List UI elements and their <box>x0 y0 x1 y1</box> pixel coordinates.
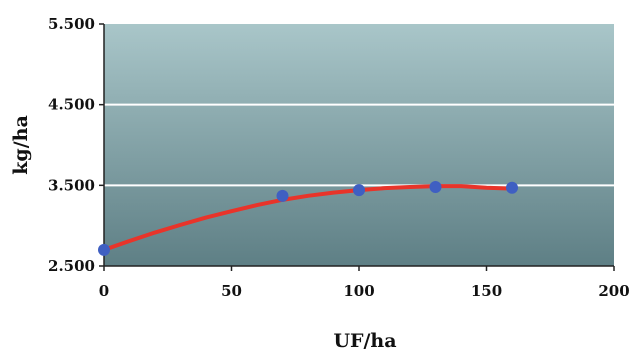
x-axis-title: UF/ha <box>333 330 396 352</box>
y-tick-label-1: 3.500 <box>48 176 95 194</box>
data-point-2 <box>353 184 365 197</box>
data-point-4 <box>506 181 518 194</box>
series <box>98 180 518 256</box>
axes <box>99 23 615 271</box>
x-tick-label-1: 50 <box>221 282 242 300</box>
y-tick-label-3: 5.500 <box>48 15 95 33</box>
tick-labels: 2.500 3.500 4.500 5.500 0 50 100 150 200 <box>48 15 630 300</box>
x-tick-label-2: 100 <box>343 282 374 300</box>
x-tick-label-0: 0 <box>99 282 109 300</box>
plot-area <box>104 24 614 266</box>
y-axis-title: kg/ha <box>10 115 32 175</box>
y-tick-label-2: 4.500 <box>48 96 95 114</box>
data-point-3 <box>429 180 442 193</box>
x-tick-label-3: 150 <box>471 282 502 300</box>
data-point-1 <box>276 189 289 202</box>
y-tick-label-0: 2.500 <box>48 257 95 275</box>
trend-line <box>102 184 514 252</box>
data-point-0 <box>98 243 110 256</box>
x-tick-label-4: 200 <box>598 282 629 300</box>
